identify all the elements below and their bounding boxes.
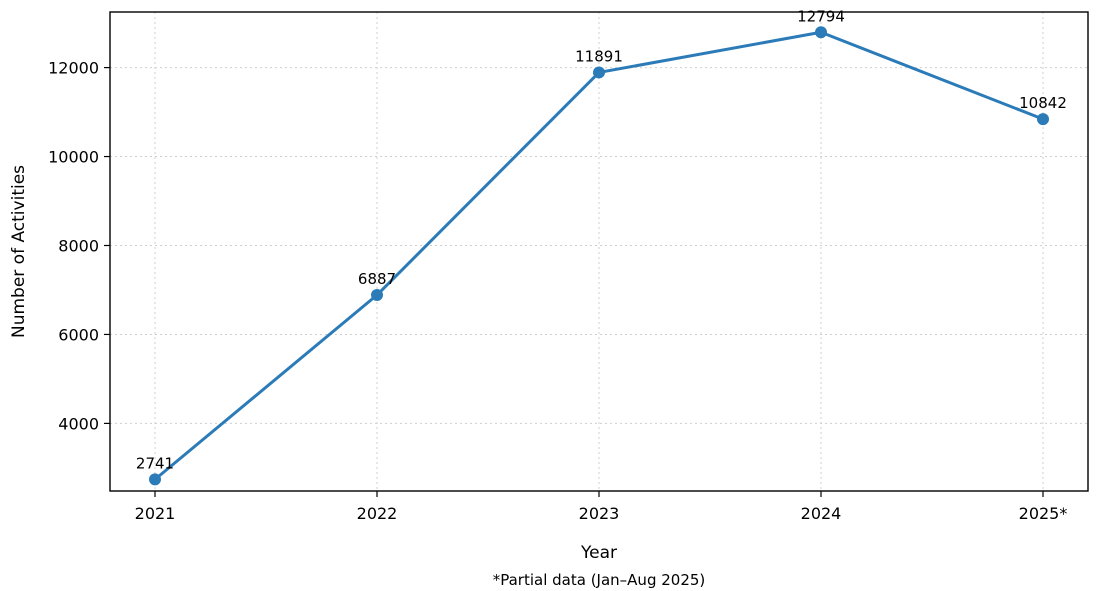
x-axis: 2021 2022 2023 2024 2025* bbox=[135, 491, 1068, 523]
y-tick-label: 6000 bbox=[58, 325, 99, 344]
partial-data-note: *Partial data (Jan–Aug 2025) bbox=[493, 571, 706, 589]
x-tick-label: 2023 bbox=[579, 504, 620, 523]
x-tick-label: 2022 bbox=[357, 504, 398, 523]
grid-lines bbox=[110, 12, 1088, 491]
data-label: 6887 bbox=[358, 270, 396, 288]
data-point bbox=[815, 26, 827, 39]
data-point bbox=[371, 288, 383, 301]
data-label: 12794 bbox=[797, 7, 845, 25]
x-tick-label: 2021 bbox=[135, 504, 176, 523]
y-tick-label: 12000 bbox=[48, 59, 99, 78]
y-tick-label: 8000 bbox=[58, 236, 99, 255]
y-tick-label: 4000 bbox=[58, 414, 99, 433]
data-label: 11891 bbox=[575, 47, 623, 65]
data-point bbox=[593, 66, 605, 79]
y-axis-title: Number of Activities bbox=[9, 165, 29, 338]
y-axis: 4000 6000 8000 10000 12000 bbox=[48, 59, 110, 433]
x-tick-label: 2025* bbox=[1019, 504, 1068, 523]
y-tick-label: 10000 bbox=[48, 148, 99, 167]
x-axis-title: Year bbox=[580, 543, 617, 563]
x-tick-label: 2024 bbox=[801, 504, 842, 523]
points-layer bbox=[149, 26, 1049, 486]
data-point bbox=[1037, 113, 1049, 126]
data-label: 2741 bbox=[136, 454, 174, 472]
data-label: 10842 bbox=[1019, 94, 1067, 112]
data-point bbox=[149, 473, 161, 486]
